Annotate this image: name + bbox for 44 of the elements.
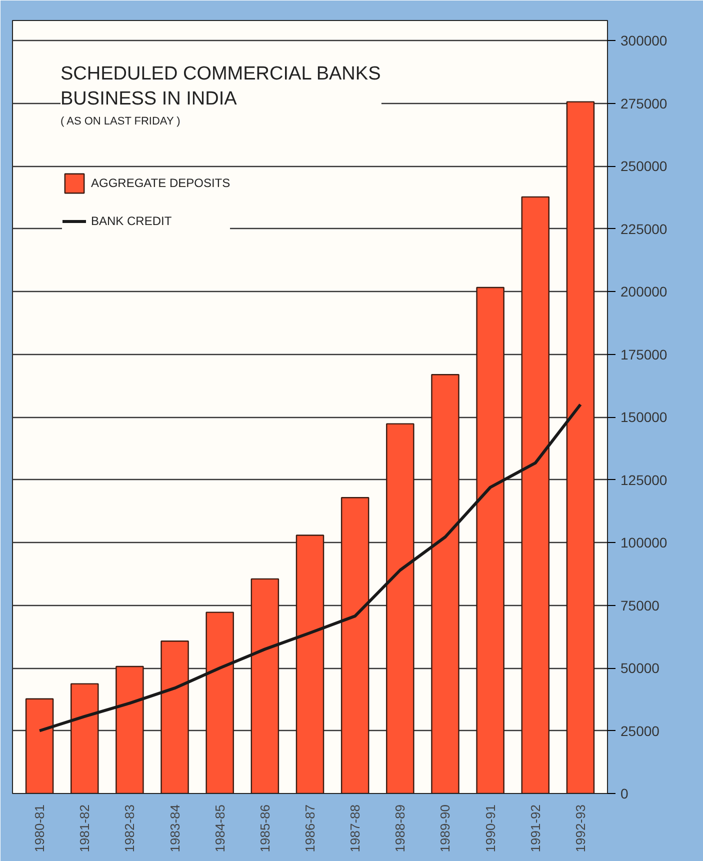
x-tick-label: 1992-93 (572, 804, 588, 852)
y-tick-label: 250000 (620, 158, 668, 174)
y-tick-label: 100000 (620, 534, 668, 551)
bar (160, 640, 189, 794)
bar (116, 666, 144, 794)
x-tick-label: 1991-92 (528, 804, 543, 852)
bar (70, 683, 99, 794)
y-tick-label: 175000 (620, 346, 668, 362)
y-tick-label: 225000 (620, 220, 668, 237)
x-tick-label: 1983-84 (167, 804, 182, 852)
x-tick-label: 1984-85 (212, 804, 228, 852)
bar (206, 612, 234, 794)
y-tick-label: 50000 (620, 660, 660, 676)
bar (566, 101, 595, 794)
y-tick-label: 275000 (620, 95, 668, 112)
y-tick-label: 125000 (620, 472, 668, 488)
x-tick-label: 1987-88 (348, 804, 363, 852)
x-tick-label: 1981-82 (77, 804, 92, 852)
x-tick-label: 1982-83 (122, 804, 138, 852)
bar (386, 423, 414, 794)
bar (431, 374, 460, 794)
text: ( AS ON LAST FRIDAY ) (60, 116, 180, 128)
text: SCHEDULED COMMERCIAL BANKS BUSINESS IN INDIA (60, 64, 381, 110)
bar (25, 698, 54, 794)
bar (296, 534, 324, 794)
y-tick-label: 75000 (620, 597, 660, 614)
legend-label: BANK CREDIT (91, 214, 172, 228)
x-tick-label: 1986-87 (302, 804, 318, 852)
bar (250, 578, 280, 794)
y-tick-label: 200000 (620, 284, 668, 300)
bar (521, 196, 550, 794)
x-tick-label: 1985-86 (257, 804, 272, 852)
x-tick-label: 1980-81 (32, 804, 48, 852)
x-tick-label: 1990-91 (482, 804, 498, 852)
bar (340, 497, 370, 794)
x-tick-label: 1988-89 (392, 804, 408, 852)
legend-label: AGGREGATE DEPOSITS (91, 176, 230, 190)
x-tick-label: 1989-90 (438, 804, 453, 852)
y-tick-label: 0 (620, 786, 628, 802)
line-series (38, 402, 582, 732)
bar (476, 286, 504, 794)
y-tick-label: 300000 (620, 32, 668, 49)
y-tick-label: 150000 (620, 409, 668, 426)
y-tick-label: 25000 (620, 722, 660, 739)
